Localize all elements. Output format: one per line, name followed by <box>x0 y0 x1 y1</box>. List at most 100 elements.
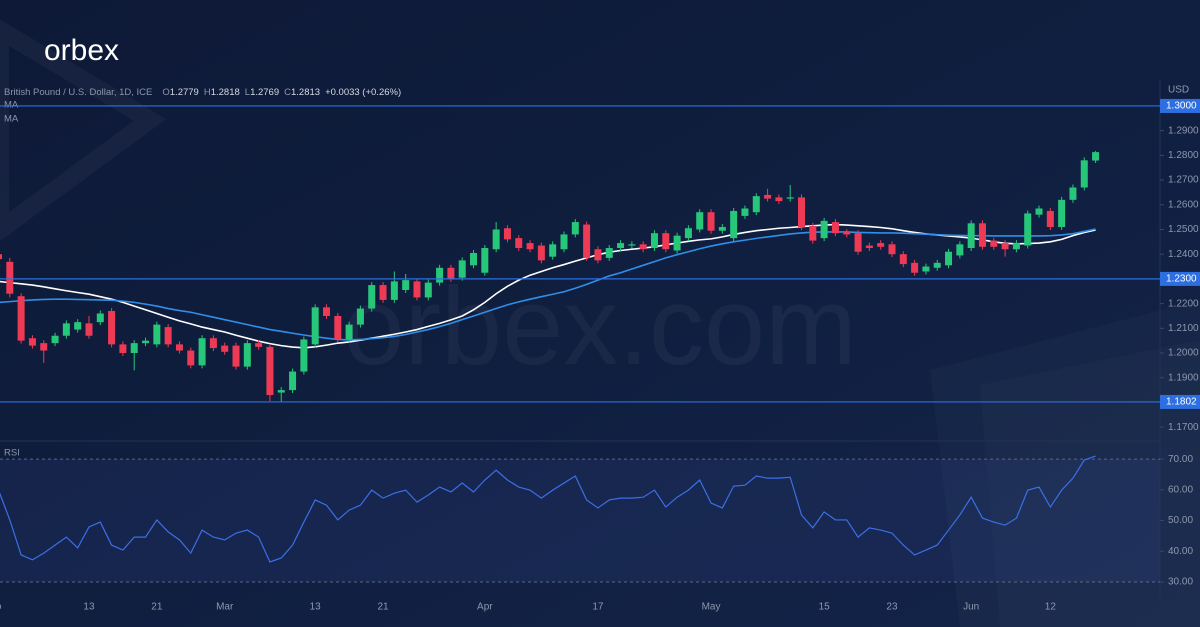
ohlc-value: 1.2818 <box>211 87 240 98</box>
candle-body <box>368 285 376 309</box>
legend-entry: MA <box>4 114 19 125</box>
x-tick-label: 12 <box>1045 602 1057 613</box>
candle-body <box>617 243 625 249</box>
candle-body <box>1069 187 1077 200</box>
candle-body <box>436 267 444 283</box>
candle-body <box>1046 210 1054 228</box>
level-label: 1.2300 <box>1166 274 1197 285</box>
candle-body <box>877 243 885 247</box>
ohlc-value: 1.2779 <box>170 87 199 98</box>
candle-body <box>684 228 692 239</box>
candle-body <box>537 245 545 261</box>
x-tick-label: Jun <box>963 602 979 613</box>
candle-body <box>447 267 455 279</box>
ohlc-value: 1.2813 <box>291 87 320 98</box>
candle-body <box>650 233 658 249</box>
x-tick-label: Mar <box>216 602 234 613</box>
y-tick-label: 30.00 <box>1168 577 1193 588</box>
candle-body <box>96 313 104 323</box>
candle-body <box>707 212 715 231</box>
header: British Pound / U.S. Dollar, 1D, ICE O1.2… <box>4 87 401 98</box>
candle-body <box>583 224 591 258</box>
candle-body <box>481 248 489 273</box>
moving-average <box>0 228 1096 341</box>
candle-body <box>956 244 964 256</box>
plot-area <box>0 150 1160 583</box>
ohlc-value: 1.2769 <box>250 87 279 98</box>
candle-body <box>345 324 353 340</box>
candle-body <box>594 249 602 261</box>
candle-body <box>221 345 229 352</box>
candle-body <box>390 281 398 300</box>
candle-body <box>300 339 308 372</box>
candle-body <box>1035 208 1043 215</box>
x-tick-label: 23 <box>886 602 898 613</box>
candle-body <box>119 344 127 354</box>
level-tag <box>1160 98 1200 113</box>
candle-body <box>1080 160 1088 188</box>
candle-body <box>741 208 749 216</box>
x-tick-label: 17 <box>592 602 604 613</box>
candle-body <box>798 197 806 228</box>
y-tick-label: 1.1700 <box>1168 422 1199 433</box>
x-tick-label: Apr <box>477 602 493 613</box>
candle-body <box>289 371 297 391</box>
candle-body <box>899 254 907 265</box>
candle-body <box>662 233 670 250</box>
candle-body <box>831 222 839 234</box>
level-tag <box>1160 271 1200 286</box>
x-tick-label: May <box>702 602 721 613</box>
candle-body <box>764 194 772 199</box>
candle-body <box>515 238 523 249</box>
candle-body <box>379 285 387 300</box>
candle-body <box>322 307 330 316</box>
candle-body <box>164 327 172 345</box>
candle-body <box>978 223 986 247</box>
candle-body <box>402 280 410 291</box>
ohlc-label: H <box>204 87 211 98</box>
candle-body <box>911 262 919 273</box>
candle-body <box>470 252 478 266</box>
y-tick-label: 60.00 <box>1168 484 1193 495</box>
candle-body <box>503 228 511 240</box>
candle-body <box>51 335 59 344</box>
candle-body <box>40 343 48 351</box>
moving-average <box>0 223 1096 349</box>
candle-body <box>809 225 817 241</box>
y-tick-label: 1.2600 <box>1168 199 1199 210</box>
candle-body <box>187 350 195 366</box>
y-tick-label: 1.2800 <box>1168 150 1199 161</box>
legend-entry: MA <box>4 100 19 111</box>
candle-body <box>1024 213 1032 246</box>
candle-body <box>424 282 432 298</box>
y-tick-label: 1.1900 <box>1168 372 1199 383</box>
candle-body <box>673 235 681 251</box>
candle-body <box>888 244 896 255</box>
level-label: 1.3000 <box>1166 101 1197 112</box>
candle-body <box>933 262 941 268</box>
candle-body <box>571 222 579 235</box>
x-tick-label: b <box>0 602 2 613</box>
y-tick-label: 1.2400 <box>1168 249 1199 260</box>
candle-body <box>1092 152 1100 161</box>
ohlc-label: O <box>162 87 169 98</box>
candle-body <box>311 307 319 345</box>
candle-body <box>175 344 183 351</box>
decoration <box>0 19 167 242</box>
candle-body <box>255 343 263 347</box>
candle-body <box>549 244 557 257</box>
candle-body <box>334 315 342 340</box>
candle-body <box>277 390 285 393</box>
candle-body <box>28 338 36 346</box>
candle-body <box>730 210 738 239</box>
level-tag <box>1160 394 1200 409</box>
y-tick-label: 1.2700 <box>1168 175 1199 186</box>
candle-body <box>458 260 466 278</box>
candle-body <box>865 245 873 249</box>
logo: orbex <box>44 34 119 67</box>
candle-body <box>85 323 93 336</box>
candle-body <box>142 340 150 344</box>
candle-body <box>639 244 647 250</box>
candle-body <box>6 261 14 294</box>
